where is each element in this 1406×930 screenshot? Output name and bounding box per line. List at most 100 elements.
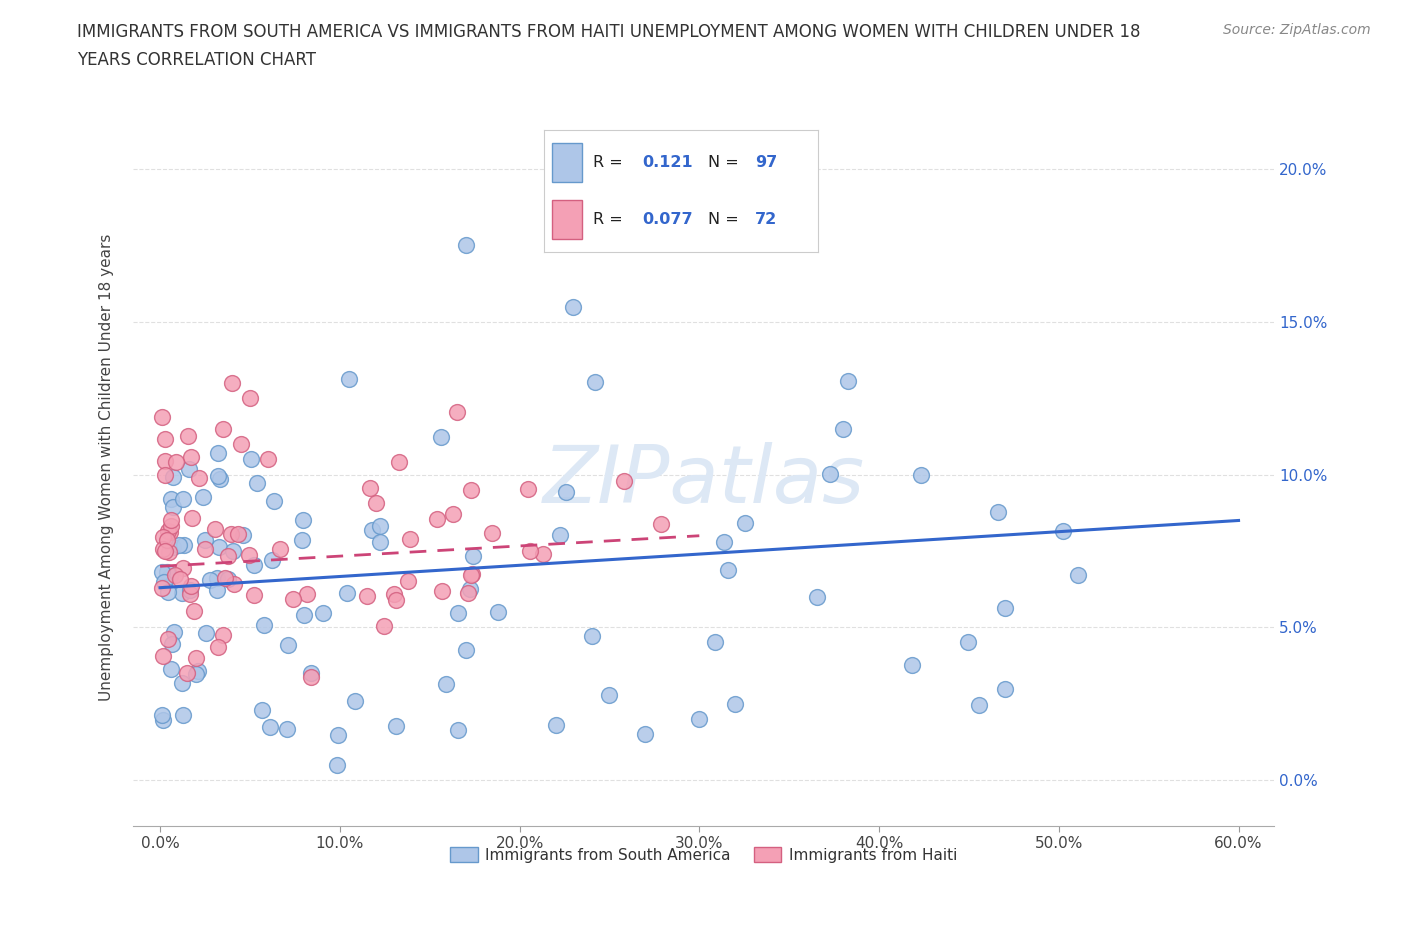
Point (276, 722, 298, 737)
Point (208, 539, 231, 554)
Point (162, 470, 184, 485)
Point (155, 432, 177, 446)
Point (583, 375, 606, 390)
Point (172, 491, 194, 506)
Point (837, 374, 859, 389)
Point (156, 631, 179, 646)
Point (169, 572, 191, 587)
Point (458, 582, 481, 597)
Point (156, 532, 179, 547)
Point (430, 584, 453, 599)
Point (157, 585, 180, 600)
Point (195, 626, 218, 641)
Point (713, 535, 735, 550)
Point (447, 723, 470, 737)
Point (555, 485, 578, 499)
Point (517, 482, 540, 497)
Point (179, 587, 201, 602)
Point (179, 582, 201, 597)
Point (155, 543, 177, 558)
Point (1052, 524, 1074, 538)
Point (361, 523, 384, 538)
Point (177, 461, 200, 476)
Point (994, 681, 1017, 696)
Point (167, 538, 190, 552)
Point (291, 512, 314, 527)
Point (246, 476, 269, 491)
Point (152, 648, 174, 663)
Point (165, 455, 187, 470)
Point (159, 661, 181, 676)
Point (250, 702, 273, 717)
Point (291, 532, 314, 547)
Point (188, 471, 211, 485)
Point (222, 577, 245, 591)
Point (242, 588, 264, 603)
Point (221, 376, 243, 391)
Point (613, 473, 636, 488)
Point (368, 535, 391, 550)
Point (598, 687, 620, 702)
Point (581, 629, 603, 644)
Point (155, 565, 177, 579)
Point (150, 410, 173, 425)
Point (207, 445, 229, 460)
Point (226, 526, 249, 541)
Point (207, 571, 229, 586)
Point (987, 505, 1010, 520)
Point (339, 372, 361, 387)
Point (967, 698, 990, 712)
Point (152, 712, 174, 727)
Point (277, 637, 299, 652)
Point (446, 405, 468, 419)
Text: Source: ZipAtlas.com: Source: ZipAtlas.com (1223, 23, 1371, 37)
Point (160, 636, 183, 651)
Point (325, 757, 347, 772)
Point (548, 528, 571, 543)
Point (176, 666, 198, 681)
Point (299, 666, 322, 681)
Point (292, 607, 315, 622)
Point (343, 694, 366, 709)
Point (212, 421, 235, 436)
Point (519, 544, 541, 559)
Point (457, 586, 479, 601)
Point (214, 571, 236, 586)
Point (221, 543, 243, 558)
Point (373, 618, 395, 633)
Point (208, 472, 231, 486)
Point (910, 467, 932, 482)
Point (957, 635, 980, 650)
Point (993, 601, 1015, 616)
Point (160, 519, 183, 534)
Point (299, 670, 322, 684)
Point (426, 512, 449, 526)
Text: IMMIGRANTS FROM SOUTH AMERICA VS IMMIGRANTS FROM HAITI UNEMPLOYMENT AMONG WOMEN : IMMIGRANTS FROM SOUTH AMERICA VS IMMIGRA… (77, 23, 1140, 41)
Point (717, 562, 740, 577)
Point (152, 542, 174, 557)
Point (326, 728, 349, 743)
Point (170, 586, 193, 601)
Y-axis label: Unemployment Among Women with Children Under 18 years: Unemployment Among Women with Children U… (100, 233, 114, 700)
Point (1067, 568, 1090, 583)
Point (150, 708, 173, 723)
Point (232, 527, 254, 542)
Point (229, 437, 252, 452)
Point (531, 547, 554, 562)
Point (295, 587, 318, 602)
Point (217, 549, 239, 564)
Point (704, 635, 727, 650)
Point (159, 491, 181, 506)
Point (398, 531, 420, 546)
Point (269, 541, 291, 556)
Point (217, 572, 239, 587)
Point (441, 506, 464, 521)
Point (172, 561, 194, 576)
Point (382, 587, 405, 602)
Point (634, 727, 657, 742)
Point (207, 640, 229, 655)
Point (187, 664, 209, 679)
Point (240, 451, 263, 466)
Point (253, 618, 276, 632)
Point (238, 548, 260, 563)
